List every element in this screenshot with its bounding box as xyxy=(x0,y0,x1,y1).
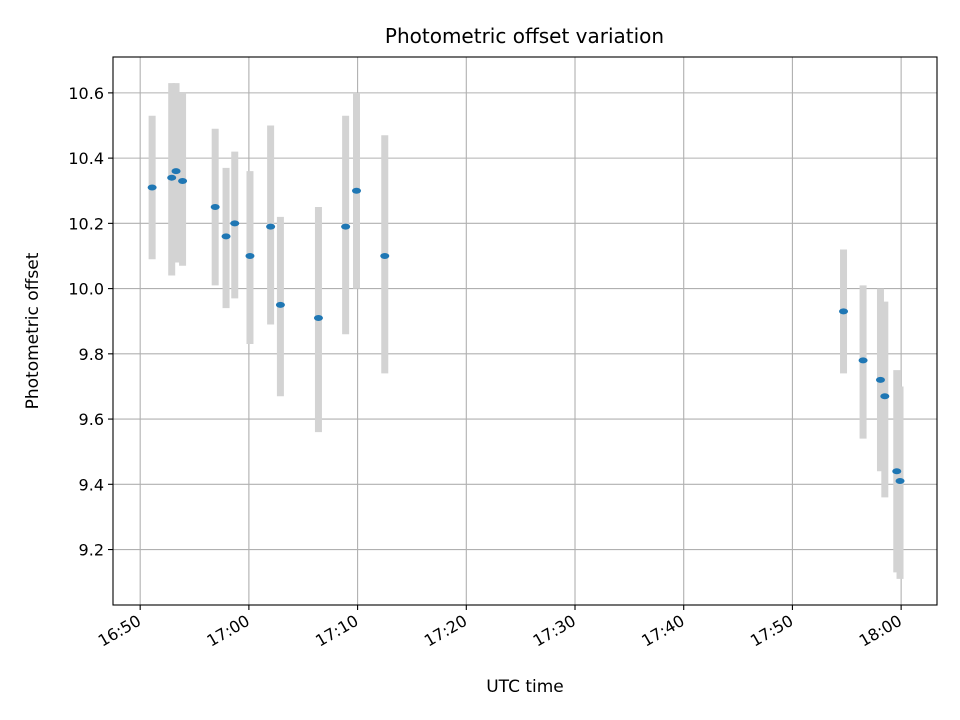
data-point xyxy=(895,478,905,485)
x-axis-label: UTC time xyxy=(486,677,564,697)
y-tick-label: 9.6 xyxy=(79,410,104,429)
data-point xyxy=(171,168,181,175)
data-point xyxy=(839,308,849,315)
data-point xyxy=(230,220,240,227)
y-tick-label: 9.2 xyxy=(79,541,104,560)
plot-frame xyxy=(112,56,938,606)
data-point xyxy=(147,184,157,191)
data-point xyxy=(245,252,255,259)
data-point xyxy=(352,187,362,194)
data-point xyxy=(858,357,868,364)
y-tick-label: 10.0 xyxy=(68,280,104,299)
data-points xyxy=(147,168,905,485)
data-point xyxy=(266,223,276,230)
data-point xyxy=(210,204,220,211)
y-tick-label: 10.2 xyxy=(68,214,104,233)
y-tick-label: 9.4 xyxy=(79,475,104,494)
data-point xyxy=(178,177,188,184)
y-tick-label: 9.8 xyxy=(79,345,104,364)
data-point xyxy=(221,233,231,240)
grid xyxy=(113,57,937,605)
y-axis: 9.2 9.4 9.6 9.8 10.0 10.2 10.4 10.6 xyxy=(68,84,113,560)
data-point xyxy=(892,468,902,475)
data-point xyxy=(313,314,323,321)
data-point xyxy=(880,393,890,400)
chart-title: Photometric offset variation xyxy=(385,24,664,48)
y-tick-label: 10.6 xyxy=(68,84,104,103)
data-point xyxy=(275,301,285,308)
data-point xyxy=(341,223,351,230)
y-axis-label: Photometric offset xyxy=(23,252,43,409)
y-tick-label: 10.4 xyxy=(68,149,104,168)
data-point xyxy=(380,252,390,259)
data-point xyxy=(875,376,885,383)
data-point xyxy=(167,174,177,181)
